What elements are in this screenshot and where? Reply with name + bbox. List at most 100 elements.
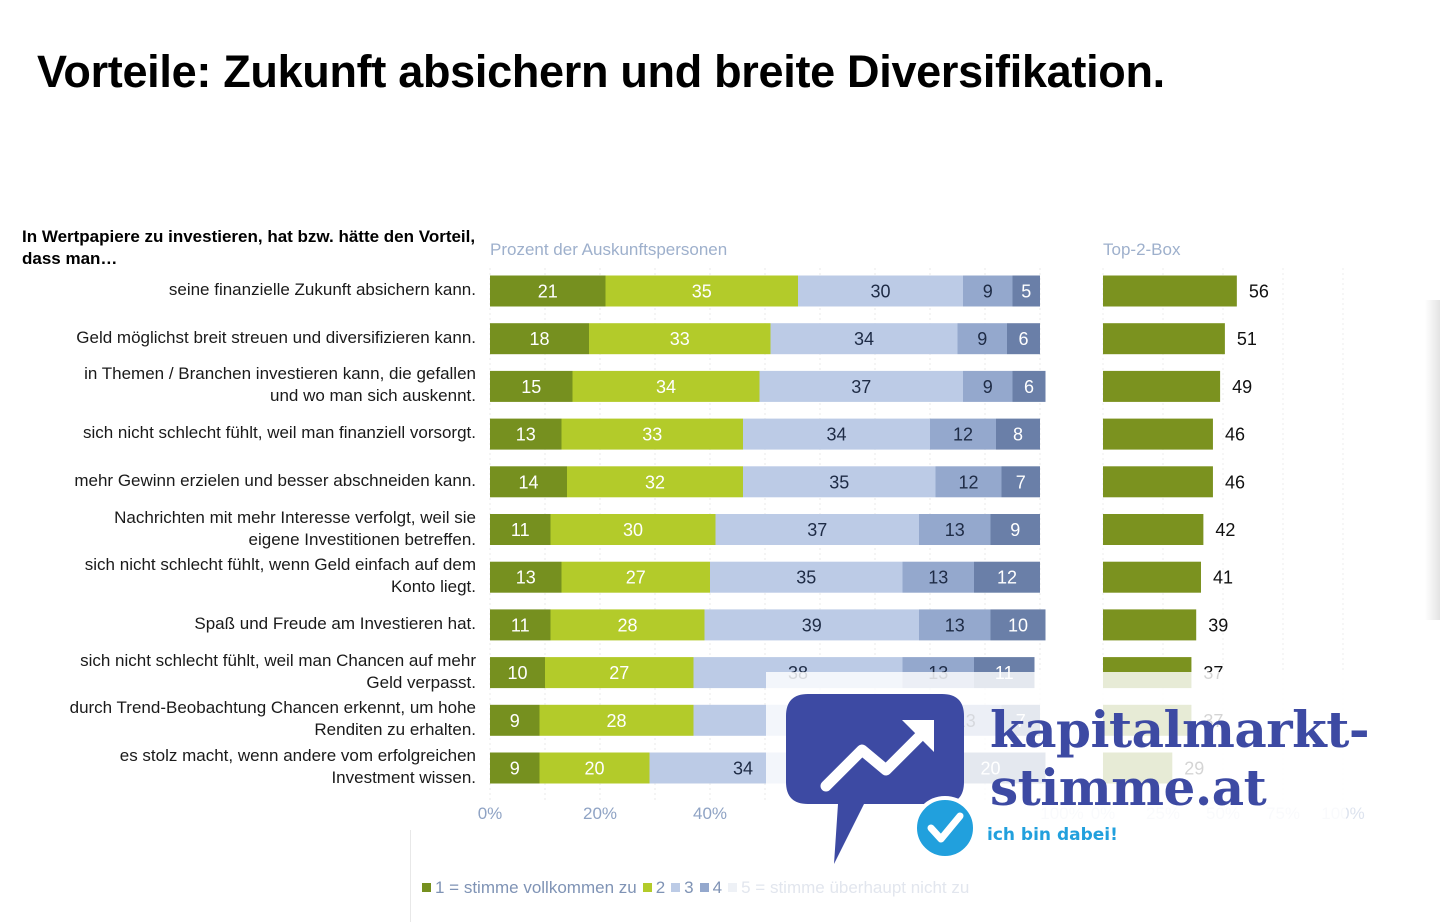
bar-value-label: 18 xyxy=(529,329,549,349)
bar-segment xyxy=(572,370,760,402)
category-label-line: Geld verpasst. xyxy=(366,672,476,692)
legend-entry: 4 xyxy=(699,878,723,897)
bar-segment xyxy=(704,609,919,641)
top2-value-label: 46 xyxy=(1225,425,1245,445)
category-label-line: in Themen / Branchen investieren kann, d… xyxy=(84,364,476,384)
bar-segment xyxy=(1012,370,1046,402)
top2-value-label: 39 xyxy=(1208,615,1228,635)
bar-segment xyxy=(990,514,1040,545)
bar-value-label: 6 xyxy=(1018,329,1028,349)
bar-value-label: 34 xyxy=(733,759,753,779)
bar-value-label: 11 xyxy=(511,615,530,635)
legend-entry: 1 = stimme vollkommen zu xyxy=(422,878,637,897)
bar-value-label: 13 xyxy=(928,568,948,588)
bar-value-label: 37 xyxy=(851,377,871,397)
bar-value-label: 28 xyxy=(617,615,637,635)
bar-value-label: 27 xyxy=(609,663,629,683)
bar-value-label: 6 xyxy=(1024,377,1034,397)
bar-value-label: 8 xyxy=(1013,425,1023,445)
category-label: es stolz macht, wenn andere vom erfolgre… xyxy=(0,745,476,789)
category-label: mehr Gewinn erzielen und besser abschnei… xyxy=(0,470,476,492)
category-label: sich nicht schlecht fühlt, weil man Chan… xyxy=(0,650,476,694)
bar-value-label: 35 xyxy=(829,472,849,492)
bar-value-label: 34 xyxy=(826,425,846,445)
category-label: Nachrichten mit mehr Interesse verfolgt,… xyxy=(0,507,476,551)
trend-arrow-line xyxy=(820,724,932,792)
legend-swatch xyxy=(728,883,738,892)
top2-bar xyxy=(1103,561,1201,593)
top2-bar xyxy=(1103,418,1213,450)
logo-wordmark-line2: stimme.at xyxy=(990,758,1267,817)
bar-value-label: 34 xyxy=(854,329,874,349)
x-tick-label: 0% xyxy=(478,804,503,823)
bar-value-label: 13 xyxy=(516,568,536,588)
category-label-line: Konto liegt. xyxy=(390,577,476,597)
bar-value-label: 37 xyxy=(807,520,827,540)
bar-segment xyxy=(545,657,694,689)
bar-segment xyxy=(550,609,705,641)
category-label-line: Geld möglichst breit streuen und diversi… xyxy=(76,327,476,347)
bar-value-label: 20 xyxy=(584,759,604,779)
legend-swatch xyxy=(699,883,709,892)
category-label-line: Renditen zu erhalten. xyxy=(314,720,476,740)
top2-bar xyxy=(1103,466,1213,498)
bar-segment xyxy=(1007,323,1040,355)
bar-value-label: 13 xyxy=(945,520,965,540)
bar-value-label: 15 xyxy=(521,377,541,397)
x-tick-label: 20% xyxy=(583,804,617,823)
bar-value-label: 21 xyxy=(538,282,558,302)
bar-segment xyxy=(490,609,551,641)
top2-value-label: 49 xyxy=(1232,377,1252,397)
bar-value-label: 9 xyxy=(977,329,987,349)
bar-segment xyxy=(490,418,562,450)
legend-swatch xyxy=(671,883,681,892)
bar-value-label: 28 xyxy=(606,711,626,731)
bar-segment xyxy=(490,704,540,736)
bar-value-label: 12 xyxy=(953,425,973,445)
x-tick-label: 40% xyxy=(693,804,727,823)
bar-segment xyxy=(919,514,991,545)
bar-value-label: 13 xyxy=(516,425,536,445)
category-label-line: sich nicht schlecht fühlt, weil man Chan… xyxy=(80,650,476,670)
bar-value-label: 9 xyxy=(510,711,520,731)
bar-value-label: 12 xyxy=(958,472,978,492)
bar-value-label: 32 xyxy=(645,472,665,492)
bar-value-label: 5 xyxy=(1021,282,1031,302)
bar-value-label: 39 xyxy=(802,615,822,635)
category-label-line: sich nicht schlecht fühlt, weil man fina… xyxy=(82,423,476,443)
bar-segment xyxy=(561,561,710,593)
bar-value-label: 9 xyxy=(510,759,520,779)
kapitalmarktstimme-logo-icon xyxy=(786,694,977,864)
legend-text: 2 xyxy=(655,878,666,897)
bar-segment xyxy=(490,466,567,498)
bar-value-label: 14 xyxy=(518,472,538,492)
category-label: in Themen / Branchen investieren kann, d… xyxy=(0,363,476,407)
category-label: Spaß und Freude am Investieren hat. xyxy=(0,613,476,635)
top2-bar xyxy=(1103,609,1197,641)
legend: 1 = stimme vollkommen zu 2 3 4 5 = stimme üb… xyxy=(422,878,975,898)
top2-value-label: 46 xyxy=(1225,472,1245,492)
bar-value-label: 9 xyxy=(983,377,993,397)
bar-segment xyxy=(710,561,903,593)
legend-text: 4 xyxy=(712,878,723,897)
bar-value-label: 13 xyxy=(945,615,965,635)
top2-bar xyxy=(1103,323,1225,355)
bar-segment xyxy=(490,370,573,402)
bar-value-label: 30 xyxy=(623,520,643,540)
top2-value-label: 42 xyxy=(1215,520,1235,540)
bar-value-label: 9 xyxy=(1010,520,1020,540)
bar-segment xyxy=(490,323,589,355)
legend-swatch xyxy=(422,883,431,892)
legend-divider xyxy=(410,830,411,922)
bar-value-label: 9 xyxy=(983,282,993,302)
bar-value-label: 35 xyxy=(692,282,712,302)
bar-segment xyxy=(605,275,798,307)
bar-segment xyxy=(490,275,606,307)
category-label-line: Spaß und Freude am Investieren hat. xyxy=(194,613,476,633)
bar-segment xyxy=(490,514,551,545)
bar-segment xyxy=(490,752,540,784)
bar-value-label: 30 xyxy=(870,282,890,302)
top2-bar xyxy=(1103,370,1221,402)
bar-segment xyxy=(743,418,930,450)
